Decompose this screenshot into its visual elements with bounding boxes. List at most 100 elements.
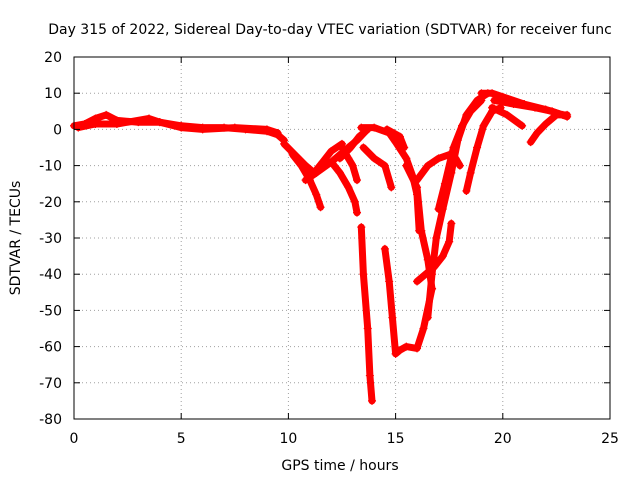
y-tick-label: 10 [44, 86, 62, 102]
data-point [413, 183, 422, 192]
series-trace [381, 245, 436, 358]
data-point [280, 139, 289, 148]
data-point [477, 96, 486, 105]
data-point [402, 161, 411, 170]
series-trace [338, 144, 361, 184]
data-point [273, 129, 282, 138]
x-tick-label: 5 [177, 431, 186, 447]
y-tick-label: 20 [44, 50, 62, 66]
y-tick-label: -30 [39, 231, 62, 247]
series-track-12 [357, 223, 377, 405]
data-point [428, 270, 437, 279]
data-point [413, 277, 422, 286]
data-series [70, 89, 572, 405]
y-tick-label: -10 [39, 159, 62, 175]
data-point [357, 223, 366, 232]
data-point [370, 154, 379, 163]
data-point [363, 324, 372, 333]
data-point [419, 324, 428, 333]
data-point [262, 125, 271, 134]
axis-ticks: 0 5 10 15 20 25 -80 -70 -60 -50 -40 -30 -20 -10 0 10 20 [39, 50, 619, 447]
series-track-18 [434, 96, 486, 214]
data-point [432, 234, 441, 242]
x-tick-label: 25 [601, 431, 619, 447]
data-point [400, 143, 409, 152]
series-track-15 [413, 219, 456, 286]
data-point [455, 161, 464, 170]
data-point [434, 205, 443, 214]
y-tick-label: -50 [39, 303, 62, 319]
y-axis-label: SDTVAR / TECUs [8, 181, 24, 296]
data-point [563, 110, 572, 119]
data-point [368, 396, 377, 405]
y-tick-label: 0 [53, 122, 62, 138]
data-point [458, 121, 467, 130]
x-tick-label: 10 [279, 431, 297, 447]
series-trace [74, 115, 282, 137]
series-track-2 [74, 114, 282, 138]
data-point [509, 100, 518, 109]
data-point [74, 123, 83, 132]
data-point [413, 344, 422, 353]
series-trace [359, 144, 395, 191]
data-point [391, 138, 400, 147]
y-tick-label: -70 [39, 376, 62, 392]
data-point [301, 176, 310, 185]
series-track-23 [526, 110, 572, 147]
data-point [462, 186, 471, 195]
data-point [413, 176, 422, 185]
data-point [391, 349, 400, 358]
data-point [503, 110, 512, 119]
x-tick-label: 0 [70, 431, 79, 447]
data-point [440, 179, 449, 188]
x-axis-label: GPS time / hours [281, 458, 398, 474]
data-point [402, 154, 411, 163]
data-point [112, 119, 121, 128]
data-point [423, 161, 432, 170]
data-point [477, 89, 486, 98]
series-track-8 [338, 143, 362, 185]
data-point [312, 168, 321, 177]
data-point [395, 132, 404, 141]
data-point [91, 119, 100, 128]
data-point [297, 161, 306, 170]
data-point [357, 123, 366, 132]
data-point [402, 342, 411, 351]
data-point [348, 161, 357, 170]
data-point [355, 132, 364, 141]
data-point [445, 237, 454, 246]
y-tick-label: -20 [39, 195, 62, 211]
y-tick-label: -40 [39, 267, 62, 283]
data-point [533, 129, 542, 138]
series-track-10 [359, 143, 396, 192]
data-point [488, 103, 497, 112]
series-trace [462, 104, 505, 195]
data-point [518, 121, 527, 130]
series-track-6 [327, 157, 362, 217]
data-point [338, 143, 346, 152]
data-point [288, 150, 297, 159]
data-point [434, 154, 443, 163]
data-point [490, 96, 499, 105]
data-point [380, 161, 389, 170]
chart-title: Day 315 of 2022, Sidereal Day-to-day VTE… [48, 22, 612, 38]
data-point [365, 371, 374, 380]
series-trace [527, 111, 571, 146]
series-track-13 [380, 244, 437, 358]
data-point [395, 346, 404, 355]
data-point [473, 143, 482, 152]
data-point [312, 190, 321, 199]
data-point [530, 103, 539, 112]
data-point [177, 123, 186, 132]
series-trace [435, 96, 485, 213]
data-point [346, 143, 355, 152]
data-point [344, 183, 353, 192]
data-point [438, 252, 447, 261]
data-point [370, 123, 379, 132]
data-point [387, 183, 396, 192]
data-point [552, 110, 561, 119]
data-point [449, 143, 458, 152]
data-point [327, 147, 336, 156]
data-point [102, 110, 111, 119]
